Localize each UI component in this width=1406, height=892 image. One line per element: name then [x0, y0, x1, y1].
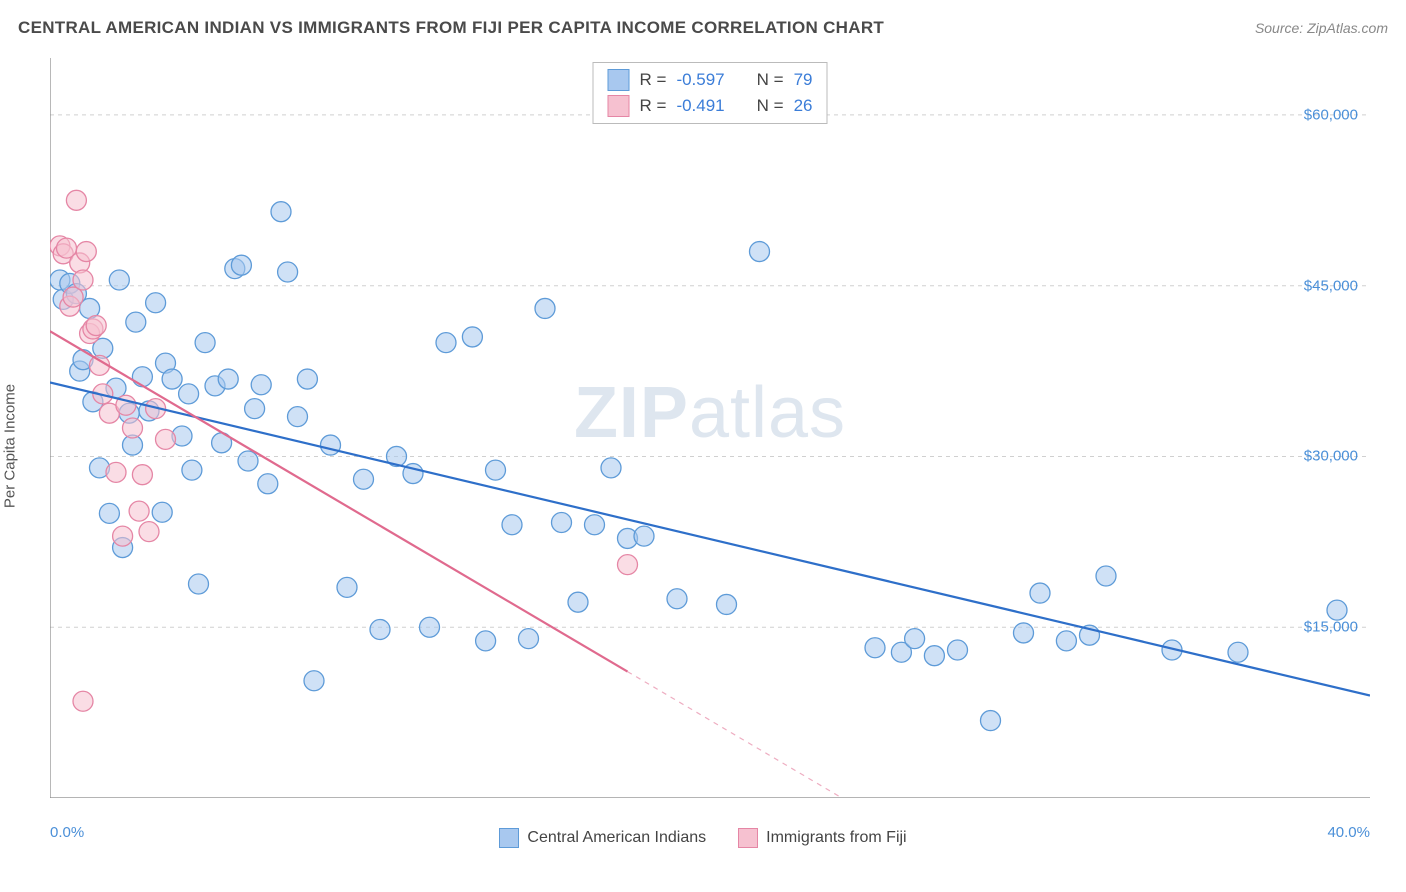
data-point-cai — [1056, 631, 1076, 651]
stats-swatch-icon — [608, 95, 630, 117]
data-point-cai — [981, 711, 1001, 731]
data-point-cai — [288, 407, 308, 427]
data-point-cai — [245, 399, 265, 419]
data-point-cai — [251, 375, 271, 395]
data-point-cai — [905, 629, 925, 649]
y-axis-label: Per Capita Income — [2, 384, 19, 508]
stats-swatch-icon — [608, 69, 630, 91]
series-legend: Central American Indians Immigrants from … — [0, 828, 1406, 848]
data-point-cai — [502, 515, 522, 535]
stat-n-label: N = — [757, 96, 784, 116]
data-point-cai — [297, 369, 317, 389]
data-point-cai — [865, 638, 885, 658]
data-point-cai — [750, 242, 770, 262]
data-point-cai — [519, 629, 539, 649]
data-point-fiji — [156, 429, 176, 449]
source-attribution: Source: ZipAtlas.com — [1255, 20, 1388, 36]
data-point-cai — [218, 369, 238, 389]
stat-r-label: R = — [640, 70, 667, 90]
legend-item-cai: Central American Indians — [499, 828, 706, 848]
data-point-fiji — [106, 462, 126, 482]
y-tick-label: $15,000 — [1304, 619, 1358, 636]
data-point-fiji — [73, 270, 93, 290]
data-point-cai — [1228, 642, 1248, 662]
data-point-cai — [552, 512, 572, 532]
data-point-fiji — [139, 522, 159, 542]
data-point-cai — [476, 631, 496, 651]
data-point-cai — [1030, 583, 1050, 603]
data-point-cai — [162, 369, 182, 389]
y-tick-label: $60,000 — [1304, 106, 1358, 123]
y-tick-label: $30,000 — [1304, 448, 1358, 465]
legend-swatch-icon — [738, 828, 758, 848]
correlation-stats-box: R = -0.597 N = 79 R = -0.491 N = 26 — [593, 62, 828, 124]
data-point-cai — [179, 384, 199, 404]
legend-label: Immigrants from Fiji — [766, 829, 906, 847]
data-point-cai — [568, 592, 588, 612]
data-point-fiji — [113, 526, 133, 546]
data-point-cai — [667, 589, 687, 609]
scatter-plot: ZIPatlas R =-0.597N =79R =-0.491N =26 $1… — [50, 58, 1370, 798]
stat-r-label: R = — [640, 96, 667, 116]
data-point-cai — [99, 503, 119, 523]
data-point-cai — [231, 255, 251, 275]
data-point-cai — [109, 270, 129, 290]
data-point-fiji — [132, 465, 152, 485]
trend-line-fiji-extrapolated — [628, 672, 843, 798]
data-point-cai — [486, 460, 506, 480]
chart-title: CENTRAL AMERICAN INDIAN VS IMMIGRANTS FR… — [18, 18, 884, 38]
data-point-cai — [238, 451, 258, 471]
data-point-fiji — [618, 555, 638, 575]
data-point-cai — [146, 293, 166, 313]
data-point-cai — [601, 458, 621, 478]
data-point-cai — [585, 515, 605, 535]
data-point-cai — [258, 474, 278, 494]
data-point-fiji — [123, 418, 143, 438]
data-point-cai — [321, 435, 341, 455]
data-point-fiji — [66, 190, 86, 210]
legend-label: Central American Indians — [527, 829, 706, 847]
data-point-cai — [189, 574, 209, 594]
stat-r-value: -0.597 — [676, 70, 724, 90]
data-point-cai — [195, 333, 215, 353]
data-point-cai — [634, 526, 654, 546]
data-point-cai — [271, 202, 291, 222]
stats-row-cai: R = -0.597 N = 79 — [608, 67, 813, 93]
stats-row-fiji: R = -0.491 N = 26 — [608, 93, 813, 119]
data-point-fiji — [86, 316, 106, 336]
data-point-cai — [370, 620, 390, 640]
data-point-cai — [152, 502, 172, 522]
data-point-cai — [337, 577, 357, 597]
data-point-cai — [462, 327, 482, 347]
data-point-cai — [948, 640, 968, 660]
data-point-cai — [420, 617, 440, 637]
data-point-cai — [354, 469, 374, 489]
data-point-cai — [1327, 600, 1347, 620]
data-point-cai — [182, 460, 202, 480]
data-point-cai — [924, 646, 944, 666]
stat-n-label: N = — [757, 70, 784, 90]
data-point-fiji — [73, 691, 93, 711]
legend-swatch-icon — [499, 828, 519, 848]
legend-item-fiji: Immigrants from Fiji — [738, 828, 906, 848]
data-point-cai — [304, 671, 324, 691]
stat-n-value: 79 — [794, 70, 813, 90]
trend-line-cai — [50, 382, 1370, 695]
data-point-cai — [126, 312, 146, 332]
data-point-cai — [1096, 566, 1116, 586]
stat-n-value: 26 — [794, 96, 813, 116]
data-point-fiji — [129, 501, 149, 521]
data-point-cai — [717, 594, 737, 614]
data-point-cai — [535, 298, 555, 318]
data-point-cai — [278, 262, 298, 282]
data-point-cai — [132, 367, 152, 387]
data-point-cai — [1014, 623, 1034, 643]
data-point-cai — [436, 333, 456, 353]
y-tick-label: $45,000 — [1304, 277, 1358, 294]
stat-r-value: -0.491 — [676, 96, 724, 116]
data-point-fiji — [76, 242, 96, 262]
